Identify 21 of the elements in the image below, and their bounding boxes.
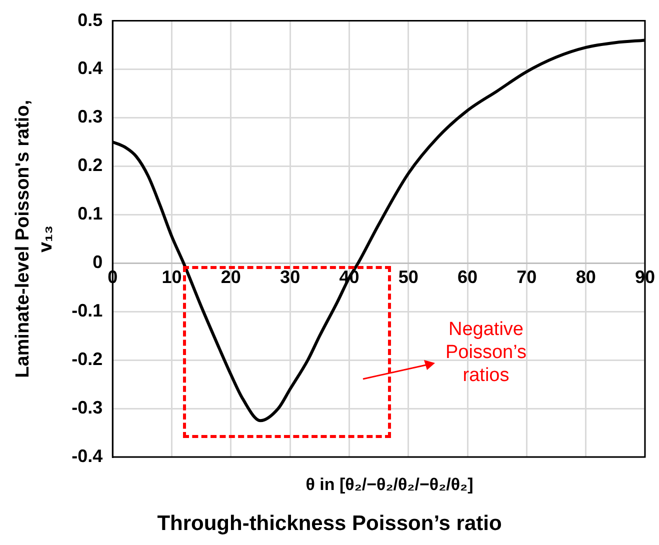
x-tick-label: 30 xyxy=(280,266,300,287)
x-tick-label: 50 xyxy=(398,266,418,287)
x-tick-label: 20 xyxy=(220,266,241,287)
y-tick-label: 0 xyxy=(92,252,103,272)
x-axis-title: θ in [θ₂/−θ₂/θ₂/−θ₂/θ₂] xyxy=(304,475,474,495)
y-tick-label: -0.4 xyxy=(72,446,103,466)
x-tick-label: 80 xyxy=(576,266,596,287)
y-tick-label: 0.5 xyxy=(78,10,103,30)
y-tick-label: -0.1 xyxy=(72,300,103,321)
y-tick-label: 0.3 xyxy=(78,106,103,127)
x-tick-label: 10 xyxy=(162,266,182,287)
text: Through-thickness Poisson’s ratio xyxy=(156,512,503,536)
y-axis-title: Laminate-level Poisson's ratio, v₁₃ xyxy=(12,100,56,378)
x-tick-label: 70 xyxy=(516,266,537,287)
y-tick-label: 0.1 xyxy=(78,204,103,224)
annotation: Negative Poisson’s ratios xyxy=(444,318,528,387)
x-tick-label: 60 xyxy=(458,266,478,287)
y-tick-label: -0.2 xyxy=(72,349,103,370)
y-tick-label: 0.2 xyxy=(78,155,103,176)
y-tick-label: 0.4 xyxy=(78,58,103,78)
y-tick-label: -0.3 xyxy=(72,398,103,418)
